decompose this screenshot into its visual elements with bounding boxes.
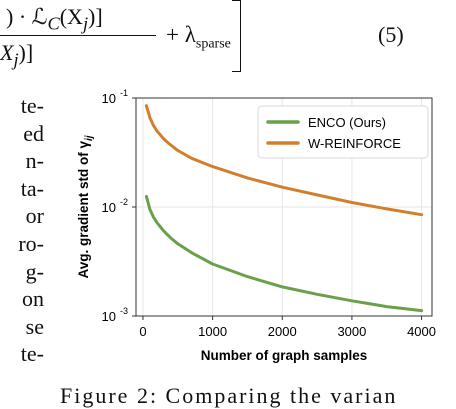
series-layer: [144, 104, 424, 313]
equation-number: (5): [378, 22, 404, 47]
x-tick-label: 1000: [198, 324, 227, 339]
numerator-arg-sub: j: [82, 13, 89, 34]
legend-box: [257, 105, 429, 159]
lambda-text: + λ: [166, 22, 196, 47]
y-axis-label: Avg. gradient std of γij: [76, 135, 95, 278]
body-line: ed: [23, 120, 44, 146]
body-line: or: [25, 203, 44, 229]
lambda-term: + λsparse: [166, 22, 231, 53]
body-line: se: [25, 313, 44, 339]
denominator-text: X: [0, 40, 14, 65]
y-axis-label-sub: ij: [84, 135, 95, 141]
legend-label: W-REINFORCE: [308, 136, 401, 151]
numerator-sub: C: [47, 13, 60, 34]
equation-denominator: Xj)]: [0, 40, 33, 70]
y-tick-label: 10: [102, 91, 116, 106]
y-tick-exponent: -3: [120, 306, 128, 316]
equation-5: ) · ℒC(Xj)] Xj)] + λsparse (5): [0, 0, 456, 78]
numerator-end: )]: [88, 4, 103, 29]
series-line-enco: [144, 194, 424, 313]
legend-label: ENCO (Ours): [308, 115, 386, 130]
body-line: ta-: [20, 175, 44, 201]
axis-ticks: 0 1000 2000 3000 4000 10 -3 10 -2 10 -1: [102, 88, 436, 339]
equation-numerator: ) · ℒC(Xj)]: [6, 4, 103, 34]
numerator-arg: (X: [59, 4, 83, 29]
y-tick-label: 10: [102, 200, 116, 215]
fraction-bar: [0, 35, 156, 36]
x-tick-label: 3000: [337, 324, 366, 339]
body-line: g-: [25, 258, 44, 284]
legend: ENCO (Ours) W-REINFORCE: [257, 105, 429, 159]
figure-caption: Figure 2: Comparing the varian: [60, 383, 398, 408]
body-text-column: te- ed n- ta- or ro- g- on se te-: [0, 92, 44, 368]
body-line: te-: [20, 93, 44, 118]
lambda-sub: sparse: [195, 36, 231, 52]
body-line: on: [22, 286, 44, 312]
x-tick-label: 0: [139, 324, 146, 339]
numerator-text: ) · ℒ: [6, 4, 48, 29]
x-tick-label: 4000: [407, 324, 436, 339]
y-tick-exponent: -1: [120, 88, 128, 98]
denominator-sub: j: [13, 49, 19, 70]
closing-bracket: [232, 0, 241, 72]
body-line: te-: [20, 341, 44, 367]
x-axis-label: Number of graph samples: [201, 348, 368, 363]
body-line: n-: [25, 148, 44, 174]
series-line-w-reinforce: [144, 104, 424, 217]
y-tick-label: 10: [102, 309, 116, 324]
gradient-std-chart: 0 1000 2000 3000 4000 10 -3 10 -2 10 -1 Number of …: [76, 88, 436, 363]
denominator-end: )]: [18, 40, 34, 65]
x-tick-label: 2000: [268, 324, 297, 339]
body-line: ro-: [18, 230, 44, 256]
y-tick-exponent: -2: [120, 197, 128, 207]
